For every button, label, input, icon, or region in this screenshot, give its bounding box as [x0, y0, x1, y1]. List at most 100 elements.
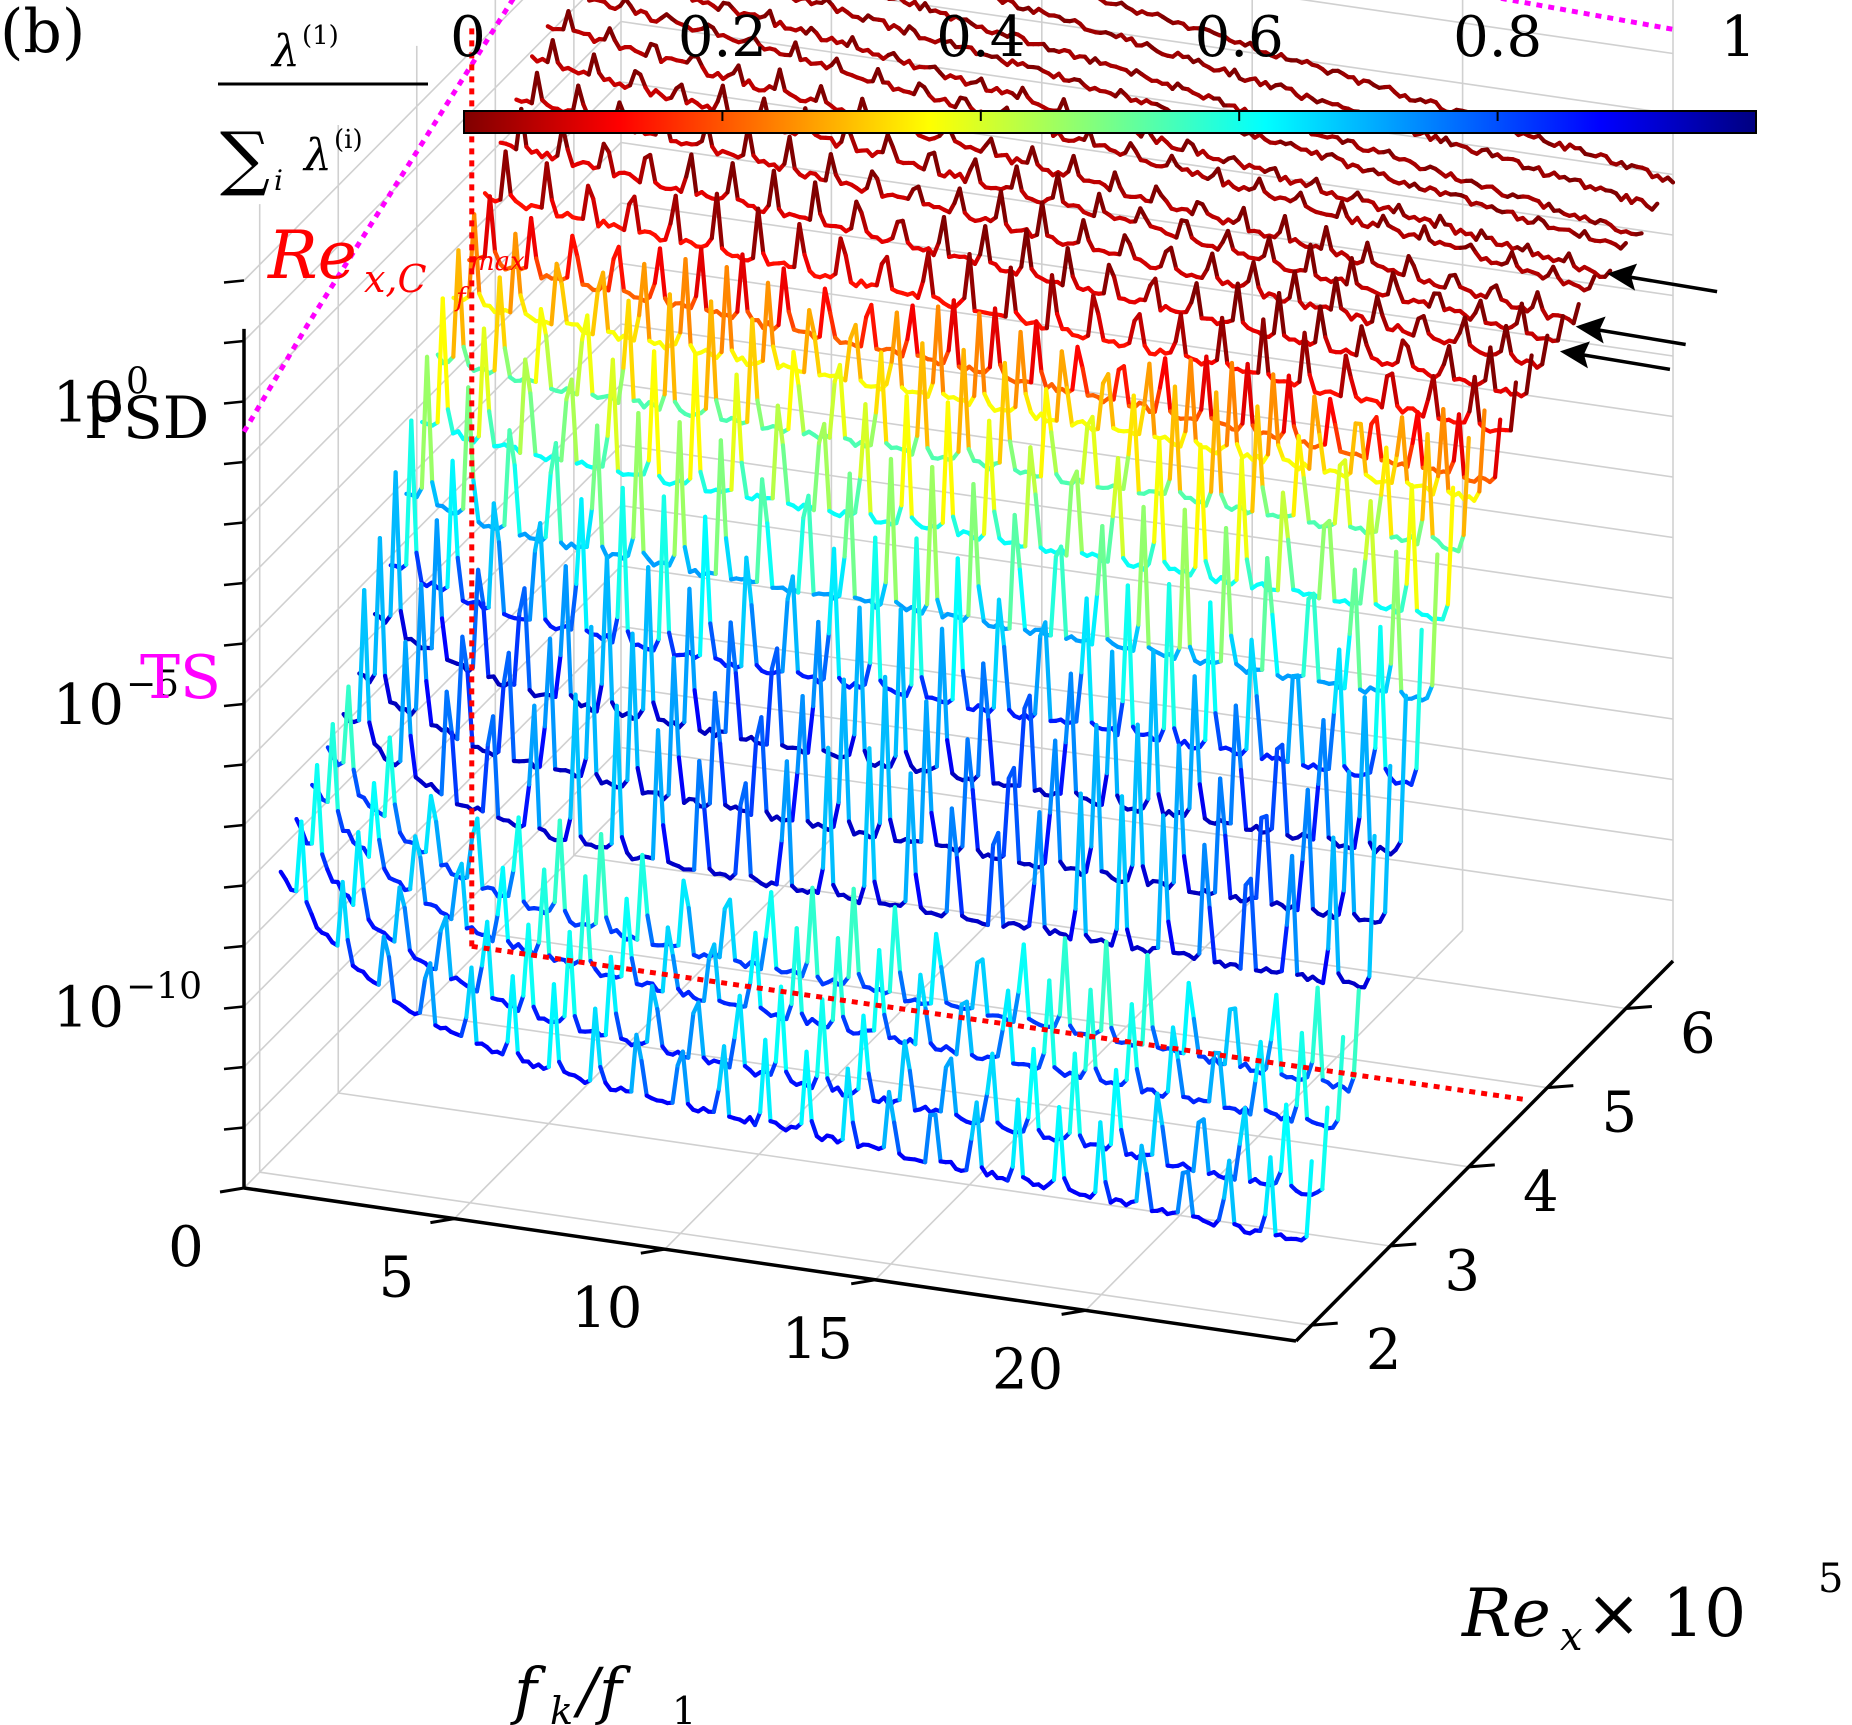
psd-series-segment	[1036, 1050, 1047, 1070]
psd-series-segment	[598, 1064, 608, 1085]
x-axis-label-sub-1: 1	[672, 1689, 696, 1725]
psd-series-segment	[739, 460, 749, 500]
psd-series-segment	[1218, 776, 1228, 838]
psd-series-segment	[1503, 323, 1514, 356]
psd-series-segment	[996, 597, 1007, 650]
psd-series-segment	[585, 183, 596, 201]
y-tick-mark	[1547, 1084, 1574, 1090]
psd-series-segment	[693, 351, 703, 474]
psd-series-segment	[522, 586, 532, 693]
psd-series-segment	[1091, 293, 1101, 317]
psd-series-segment	[845, 1066, 856, 1125]
psd-series-segment	[904, 394, 914, 520]
psd-series-segment	[1153, 276, 1163, 313]
psd-series-segment	[935, 597, 945, 620]
psd-series-segment	[1321, 717, 1331, 840]
z-tick-label-exponent: −10	[126, 967, 202, 1008]
psd-series-segment	[1125, 862, 1135, 883]
psd-series-segment	[1027, 880, 1037, 928]
psd-series-segment	[778, 984, 789, 1074]
psd-series-segment	[979, 76, 989, 93]
psd-series-segment	[1650, 201, 1660, 212]
psd-series-segment	[640, 852, 650, 918]
psd-series-segment	[849, 199, 859, 231]
psd-series-segment	[647, 280, 657, 300]
x-axis-label-f: f	[510, 1654, 547, 1725]
psd-series-segment	[872, 820, 883, 840]
psd-series-segment	[790, 769, 800, 823]
psd-series-segment	[926, 250, 936, 299]
psd-series-segment	[565, 233, 575, 280]
psd-series-segment	[1349, 256, 1359, 286]
psd-series-7	[372, 470, 1409, 857]
psd-series-segment	[764, 666, 775, 747]
psd-series-segment	[1080, 423, 1090, 485]
psd-series-segment	[796, 515, 806, 595]
psd-series-segment	[1302, 330, 1312, 378]
psd-series-segment	[595, 423, 605, 549]
psd-series-segment	[643, 41, 653, 58]
psd-series-segment	[737, 993, 748, 1069]
psd-series-segment	[807, 308, 817, 337]
psd-series-segment	[1275, 490, 1286, 593]
psd-series-segment	[1299, 1030, 1310, 1122]
psd-series-segment	[1084, 596, 1094, 725]
psd-series-segment	[470, 567, 481, 670]
psd-series-segment	[481, 326, 492, 414]
z-tick-mark	[223, 1005, 245, 1010]
psd-series-segment	[1346, 769, 1357, 917]
psd-series-segment	[434, 819, 444, 868]
psd-series-segment	[866, 1071, 876, 1103]
psd-series-segment	[1075, 344, 1085, 371]
psd-series-segment	[403, 639, 413, 738]
psd-series-segment	[1421, 314, 1431, 336]
colorbar: 0 0.2 0.4 0.6 0.8 1 λ (1) ∑ i λ (i)	[218, 5, 1757, 199]
psd-series-segment	[1212, 776, 1223, 895]
z-tick-mark	[223, 581, 245, 587]
psd-series-segment	[461, 344, 471, 368]
psd-series-segment	[922, 1112, 933, 1165]
psd-series-segment	[1362, 695, 1372, 845]
psd-series-segment	[1048, 554, 1059, 638]
psd-series-segment	[1358, 556, 1368, 606]
psd-series-segment	[849, 135, 859, 154]
psd-series-segment	[957, 186, 967, 215]
psd-series-segment	[797, 221, 807, 257]
psd-series-segment	[1273, 166, 1283, 183]
psd-series-segment	[1535, 290, 1545, 312]
psd-series-segment	[607, 26, 617, 43]
colorbar-label-denominator: λ	[302, 130, 332, 181]
psd-series-segment	[574, 337, 585, 397]
psd-series-segment	[1390, 371, 1400, 409]
psd-series-segment	[902, 1039, 912, 1073]
z-tick-mark	[223, 521, 245, 526]
psd-series-segment	[1182, 507, 1193, 649]
psd-series-segment	[622, 201, 632, 233]
psd-series-segment	[714, 398, 724, 422]
psd-series-segment	[981, 661, 991, 723]
psd-series-14	[482, 149, 1519, 434]
psd-series-segment	[1203, 559, 1213, 580]
psd-series-segment	[1117, 233, 1127, 257]
x-tick-label: 0	[168, 1215, 204, 1280]
psd-series-segment	[784, 759, 795, 888]
psd-series-segment	[1258, 1039, 1268, 1113]
psd-series-segment	[376, 934, 386, 987]
psd-series-segment	[1411, 316, 1421, 338]
psd-series-segment	[449, 874, 459, 922]
psd-series-segment	[533, 306, 544, 385]
psd-series-segment	[686, 1011, 696, 1060]
psd-series-segment	[1072, 1051, 1083, 1138]
psd-series-10	[420, 296, 1456, 622]
psd-series-segment	[1049, 430, 1059, 477]
psd-series-segment	[1176, 1058, 1186, 1100]
psd-series-segment	[593, 1006, 603, 1070]
psd-series-segment	[392, 885, 402, 944]
psd-series-segment	[1160, 1124, 1170, 1168]
psd-series-segment	[1100, 523, 1110, 642]
psd-series-segment	[774, 646, 785, 748]
psd-series-segment	[933, 1112, 943, 1164]
psd-series-segment	[631, 313, 642, 343]
psd-series-segment	[960, 668, 971, 711]
psd-series-segment	[1462, 315, 1473, 348]
